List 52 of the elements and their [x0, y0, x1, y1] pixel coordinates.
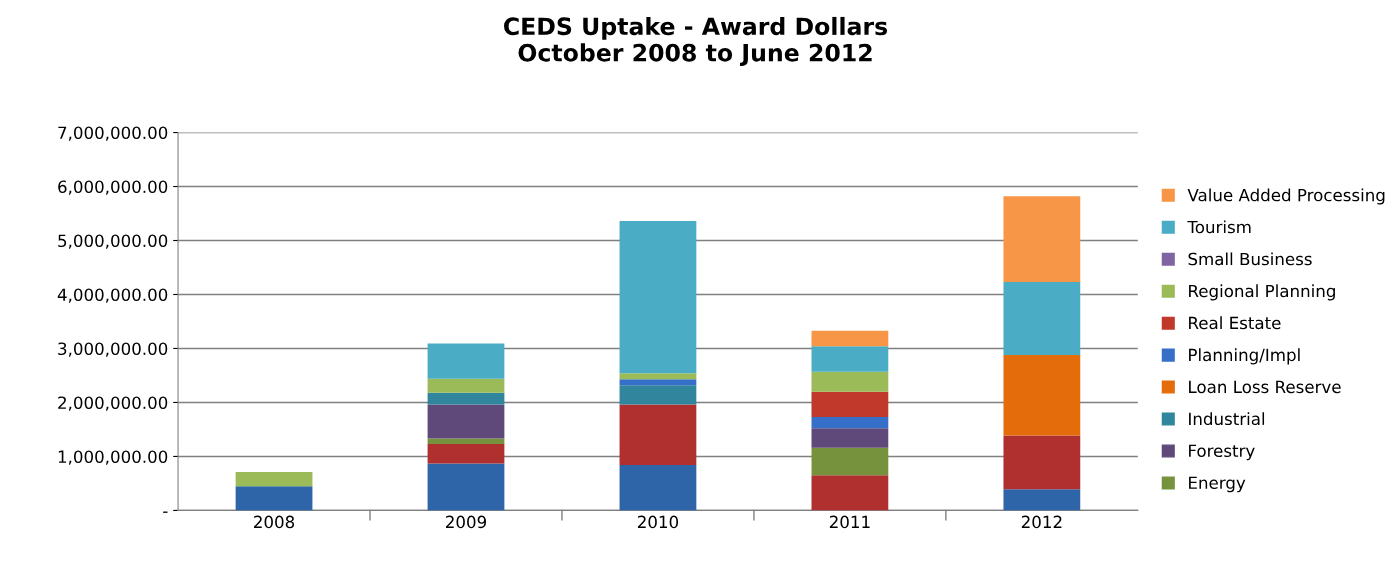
legend-label: Forestry [1189, 444, 1255, 461]
bar [619, 465, 697, 511]
y-tick-label: 6,000,000.00 [58, 180, 168, 195]
chart-title: CEDS Uptake - Award Dollars October 2008 to June 2012 [504, 16, 888, 67]
bar [811, 371, 889, 392]
bar [619, 373, 697, 380]
bar [619, 404, 697, 466]
bar [427, 404, 505, 439]
bar [235, 486, 313, 511]
x-tick-label: 2008 [254, 515, 295, 529]
bar [427, 463, 505, 511]
x-tick-label: 2011 [829, 515, 870, 529]
y-tick-label: 2,000,000.00 [58, 396, 168, 411]
bar [811, 391, 889, 418]
bar [427, 392, 505, 405]
legend-label: Loan Loss Reserve [1189, 380, 1341, 394]
bar [811, 330, 889, 347]
y-tick-label: 5,000,000.00 [58, 234, 168, 249]
bar [811, 447, 889, 476]
legend-label: Value Added Processing [1187, 188, 1385, 205]
y-tick-label: 3,000,000.00 [58, 342, 168, 357]
x-tick-label: 2012 [1021, 515, 1062, 529]
bar [619, 385, 697, 405]
y-tick-label: 1,000,000.00 [58, 450, 168, 465]
bar [811, 346, 889, 372]
bar [1003, 282, 1081, 355]
y-tick-label: 7,000,000.00 [58, 126, 168, 141]
legend-label: Regional Planning [1189, 284, 1335, 301]
bar [811, 417, 889, 429]
legend-label: Tourism [1187, 220, 1251, 234]
bar [1003, 196, 1081, 283]
bar [1003, 354, 1081, 436]
legend-label: Energy [1189, 476, 1246, 493]
bar [1003, 435, 1081, 490]
bar [427, 444, 505, 464]
y-tick-label: 4,000,000.00 [57, 288, 168, 303]
bar [427, 343, 505, 379]
legend-label: Small Business [1188, 252, 1312, 266]
y-tick-label: - [163, 511, 168, 513]
x-tick-label: 2009 [446, 515, 487, 529]
bar [811, 475, 889, 511]
bar [1003, 489, 1081, 511]
bar [619, 379, 697, 386]
bar [427, 378, 505, 393]
bar [811, 428, 889, 448]
legend-label: Real Estate [1189, 316, 1281, 330]
legend-label: Planning/Impl [1189, 348, 1300, 365]
legend-label: Industrial [1189, 412, 1265, 426]
bar [235, 472, 313, 487]
bar [619, 221, 697, 374]
bar [427, 438, 505, 445]
x-tick-label: 2010 [637, 515, 679, 529]
